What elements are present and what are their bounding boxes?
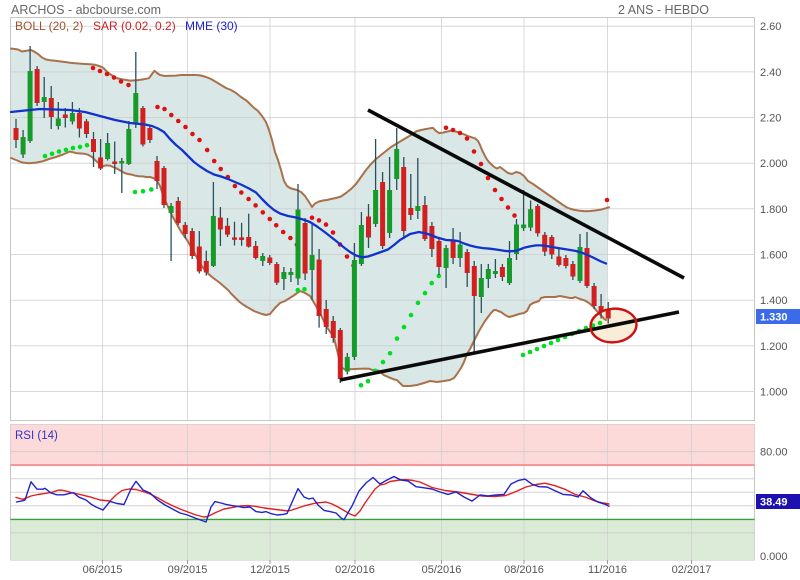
svg-text:1.330: 1.330 (760, 312, 788, 324)
svg-text:2.60: 2.60 (760, 21, 781, 33)
svg-text:2.40: 2.40 (760, 67, 781, 79)
svg-text:SAR (0.02, 0.2): SAR (0.02, 0.2) (93, 19, 176, 33)
svg-text:02/2017: 02/2017 (672, 564, 712, 576)
svg-text:12/2015: 12/2015 (250, 564, 290, 576)
svg-text:1.600: 1.600 (760, 250, 788, 262)
svg-text:1.800: 1.800 (760, 204, 788, 216)
svg-text:80.00: 80.00 (760, 447, 788, 459)
svg-text:02/2016: 02/2016 (335, 564, 375, 576)
svg-text:05/2016: 05/2016 (422, 564, 462, 576)
svg-text:ARCHOS - abcbourse.com: ARCHOS - abcbourse.com (11, 3, 161, 17)
svg-text:2.20: 2.20 (760, 113, 781, 125)
svg-text:38.49: 38.49 (760, 497, 788, 509)
svg-text:0.000: 0.000 (760, 551, 788, 563)
svg-text:2 ANS - HEBDO: 2 ANS - HEBDO (618, 3, 709, 17)
svg-text:1.200: 1.200 (760, 341, 788, 353)
svg-text:BOLL (20, 2): BOLL (20, 2) (15, 19, 83, 33)
svg-text:MME (30): MME (30) (185, 19, 238, 33)
svg-text:06/2015: 06/2015 (83, 564, 123, 576)
svg-text:RSI (14): RSI (14) (15, 430, 58, 442)
svg-text:1.400: 1.400 (760, 295, 788, 307)
svg-text:2.000: 2.000 (760, 158, 788, 170)
svg-text:1.000: 1.000 (760, 387, 788, 399)
svg-text:11/2016: 11/2016 (588, 564, 627, 576)
svg-text:09/2015: 09/2015 (168, 564, 208, 576)
svg-text:08/2016: 08/2016 (504, 564, 544, 576)
